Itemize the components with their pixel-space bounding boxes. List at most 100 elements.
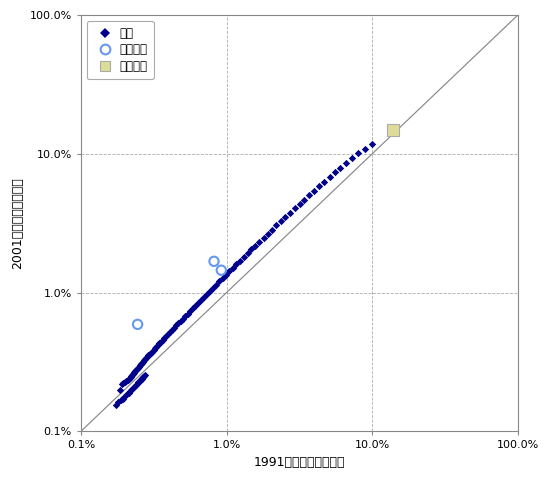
Point bbox=[222, 271, 230, 278]
Point bbox=[114, 398, 123, 406]
Point bbox=[116, 386, 124, 394]
Point bbox=[272, 222, 281, 229]
Point bbox=[325, 173, 334, 181]
Point bbox=[125, 375, 134, 383]
Point bbox=[178, 315, 187, 323]
Point bbox=[172, 322, 180, 329]
Point bbox=[129, 369, 138, 377]
Point bbox=[176, 317, 185, 325]
Point bbox=[124, 389, 133, 396]
Point bbox=[202, 290, 211, 298]
Point bbox=[136, 360, 145, 368]
Point bbox=[136, 361, 145, 369]
Point bbox=[243, 250, 252, 257]
Point bbox=[139, 358, 147, 365]
Point bbox=[157, 338, 166, 346]
Point bbox=[138, 359, 146, 366]
Point bbox=[305, 192, 314, 199]
Point bbox=[354, 150, 362, 157]
Point bbox=[137, 360, 146, 367]
X-axis label: 1991年の論文数シェア: 1991年の論文数シェア bbox=[254, 456, 345, 469]
Point bbox=[123, 376, 132, 384]
Point bbox=[120, 378, 129, 386]
Point bbox=[281, 213, 290, 221]
Point bbox=[149, 346, 158, 354]
Point bbox=[135, 377, 144, 384]
Point bbox=[205, 287, 214, 295]
Point bbox=[199, 293, 208, 301]
Point bbox=[139, 373, 148, 381]
Point bbox=[295, 200, 304, 208]
Point bbox=[133, 380, 141, 388]
Point bbox=[194, 299, 202, 307]
Point bbox=[135, 363, 144, 371]
Point bbox=[132, 366, 141, 373]
Y-axis label: 2001年の論文数シェア: 2001年の論文数シェア bbox=[11, 177, 24, 269]
Point bbox=[134, 364, 142, 372]
Point bbox=[140, 372, 148, 380]
Point bbox=[259, 234, 268, 241]
Point bbox=[117, 381, 126, 388]
Point bbox=[315, 182, 324, 190]
Point bbox=[181, 312, 190, 320]
Point bbox=[116, 396, 125, 404]
Point bbox=[255, 238, 264, 245]
Point bbox=[152, 343, 161, 350]
Point bbox=[133, 365, 141, 372]
Point bbox=[158, 336, 167, 344]
Point bbox=[166, 328, 174, 336]
Point bbox=[148, 348, 157, 355]
Point bbox=[217, 266, 226, 274]
Point bbox=[130, 383, 139, 390]
Point bbox=[388, 126, 397, 134]
Point bbox=[129, 370, 138, 378]
Point bbox=[130, 368, 139, 376]
Point bbox=[331, 168, 339, 176]
Point bbox=[146, 349, 155, 357]
Point bbox=[188, 304, 197, 312]
Point bbox=[136, 375, 145, 383]
Point bbox=[128, 371, 136, 379]
Point bbox=[212, 281, 221, 288]
Point bbox=[208, 284, 217, 292]
Point bbox=[160, 334, 169, 342]
Point bbox=[236, 257, 245, 264]
Point bbox=[167, 326, 176, 334]
Point bbox=[228, 264, 237, 272]
Point bbox=[162, 332, 170, 340]
Point bbox=[131, 367, 140, 375]
Point bbox=[133, 321, 142, 328]
Point bbox=[143, 353, 152, 360]
Point bbox=[119, 379, 128, 387]
Point bbox=[186, 307, 195, 315]
Point bbox=[251, 242, 260, 250]
Point bbox=[247, 246, 256, 253]
Point bbox=[127, 372, 136, 380]
Point bbox=[140, 355, 149, 363]
Point bbox=[163, 330, 172, 338]
Point bbox=[348, 155, 356, 162]
Point bbox=[123, 390, 131, 398]
Point bbox=[122, 378, 131, 385]
Point bbox=[300, 196, 309, 204]
Point bbox=[191, 302, 200, 310]
Point bbox=[174, 319, 183, 327]
Point bbox=[196, 296, 205, 304]
Point bbox=[145, 350, 154, 358]
Point bbox=[139, 357, 148, 364]
Point bbox=[151, 345, 160, 352]
Point bbox=[138, 374, 147, 382]
Point bbox=[367, 140, 376, 147]
Point bbox=[225, 267, 234, 275]
Point bbox=[118, 395, 127, 402]
Point bbox=[155, 339, 164, 347]
Point bbox=[277, 217, 285, 225]
Point bbox=[360, 145, 369, 153]
Point bbox=[153, 341, 162, 349]
Legend: 大学, 特殊法人, 企業全体: 大学, 特殊法人, 企業全体 bbox=[87, 21, 154, 79]
Point bbox=[131, 381, 140, 389]
Point bbox=[125, 387, 134, 395]
Point bbox=[263, 230, 272, 238]
Point bbox=[268, 226, 277, 233]
Point bbox=[290, 204, 299, 212]
